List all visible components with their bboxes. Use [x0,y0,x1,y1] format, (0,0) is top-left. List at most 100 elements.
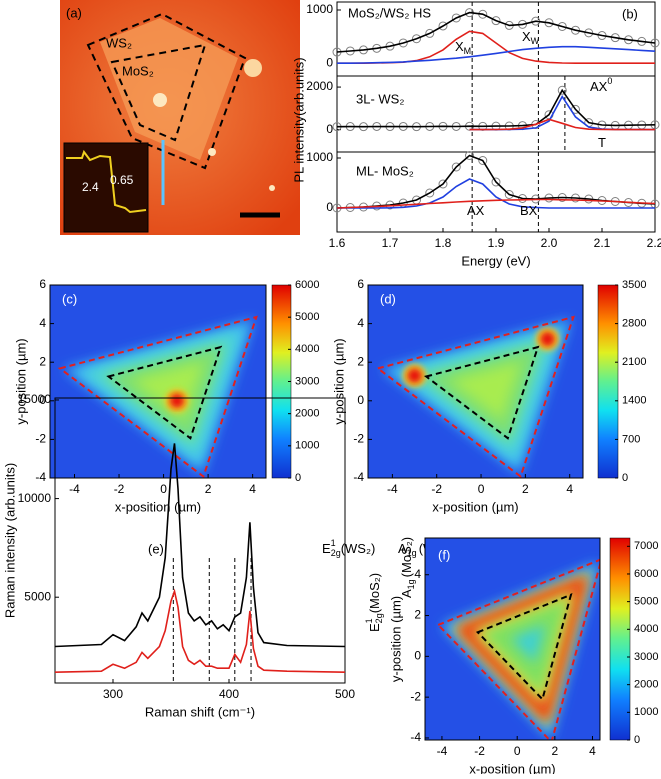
hotspot [169,393,184,408]
inner-outline [106,345,223,440]
hotspot [540,332,555,347]
colorbar-tick-label: 4000 [295,343,319,355]
colorbar-tick-label: 0 [295,472,301,484]
x-tick-label: 2.2 [647,236,661,250]
annotation: XW [522,29,540,46]
x-tick-label: 2 [522,482,529,496]
inset-label: 0.65 [110,173,134,187]
annotation-sub: M [464,46,472,56]
outer-outline [57,315,258,478]
x-tick-label: -4 [437,744,448,758]
annotation-rest: (MoS₂) [399,537,414,577]
annotation: XM [455,39,471,56]
y-tick-label: 1000 [306,150,333,164]
particle [208,148,216,156]
series-line [469,118,655,131]
annotation-text: X [522,29,531,44]
annotation-sub: 1g [407,548,417,558]
annotation-rest: (WS₂) [341,541,376,556]
x-tick-label: 0 [160,482,167,496]
subplot-title: 3L- WS₂ [356,91,404,106]
colorbar-tick-label: 4000 [634,623,658,635]
plot-frame [367,284,584,479]
y-tick-label: 4 [414,567,421,581]
colorbar-tick-label: 0 [622,472,628,484]
annotation: BX [520,203,538,218]
x-tick-label: 1.9 [488,236,505,250]
colorbar-tick-label: 6000 [634,568,658,580]
colorbar-tick-label: 5000 [634,596,658,608]
colorbar-tick-label: 5000 [295,311,319,323]
y-tick-label: 10000 [18,491,52,505]
x-axis-label: Energy (eV) [461,253,530,268]
x-tick-label: -4 [69,482,80,496]
subplot-title: ML- MoS₂ [356,163,414,178]
series-line [336,198,656,209]
x-tick-label: 2 [205,482,212,496]
y-tick-label: -2 [353,432,364,446]
outer-outline [375,315,575,478]
panel-label: (c) [62,291,77,306]
annotation-text: T [598,135,606,150]
y-tick-label: 15000 [18,392,52,406]
data-point [451,13,461,23]
series-line [336,88,656,128]
particle [244,59,262,77]
series-line [336,11,656,53]
colorbar-tick-label: 1000 [634,706,658,718]
x-tick-label: -2 [114,482,125,496]
inset-label: 2.4 [82,180,99,194]
panel-a: (a) WS₂ MoS₂ 2.4 0.65 [60,0,300,235]
x-tick-label: -4 [387,482,398,496]
x-tick-label: 400 [219,687,239,701]
y-axis-label: y-position (µm) [13,338,28,424]
x-tick-label: -2 [431,482,442,496]
annotation: T [598,135,606,150]
colorbar-tick-label: 2800 [622,318,646,330]
x-tick-label: 1.6 [329,236,346,250]
heatmap [368,285,583,478]
panel-label: (d) [380,291,396,306]
annotation: E12g(MoS₂) [364,573,384,632]
annotation-text: A [399,589,414,598]
annotation: A1g(MoS₂) [399,537,416,598]
y-tick-label: 6 [39,277,46,291]
y-tick-label: 4 [357,316,364,330]
annotation-text: E [322,541,331,556]
y-tick-label: -4 [35,470,46,484]
heatmap [50,285,266,478]
data-point [491,16,501,26]
annotation-sub: 1g [406,579,416,589]
annotation: E1 2g(WS₂) [322,538,375,558]
data-point [398,38,408,48]
colorbar-tick-label: 700 [622,433,640,445]
x-tick-label: 2.0 [541,236,558,250]
panel-label: (b) [622,6,638,21]
hotspot [407,368,422,383]
colorbar-tick-label: 2000 [295,408,319,420]
y-tick-label: 2 [357,354,364,368]
panel-label: (a) [66,5,82,20]
annotation-rest: (MoS₂) [367,573,382,613]
y-tick-label: 6 [357,277,364,291]
y-axis-label: y-position (µm) [331,338,346,424]
outer-outline [436,558,600,740]
data-point [451,162,461,172]
plot-frame [54,397,346,684]
y-axis-label: PL intensity(arb.units) [291,57,306,182]
annotation: AX [467,203,485,218]
annotation-sup: 0 [607,76,612,86]
annotation-sub: 2g [374,613,384,623]
colorbar-tick-label: 2100 [622,356,646,368]
x-axis-label: x-position (µm) [469,761,555,774]
y-tick-label: 0 [326,200,333,214]
y-tick-label: -4 [353,470,364,484]
colorbar [609,537,631,741]
data-point [412,34,421,44]
x-axis-label: Raman shift (cm⁻¹) [145,704,255,719]
y-tick-label: 0 [39,393,46,407]
annotation-sub: W [531,36,540,46]
colorbar-tick-label: 7000 [634,540,658,552]
y-tick-label: -2 [410,689,421,703]
colorbar-tick-label: 6000 [295,279,319,291]
